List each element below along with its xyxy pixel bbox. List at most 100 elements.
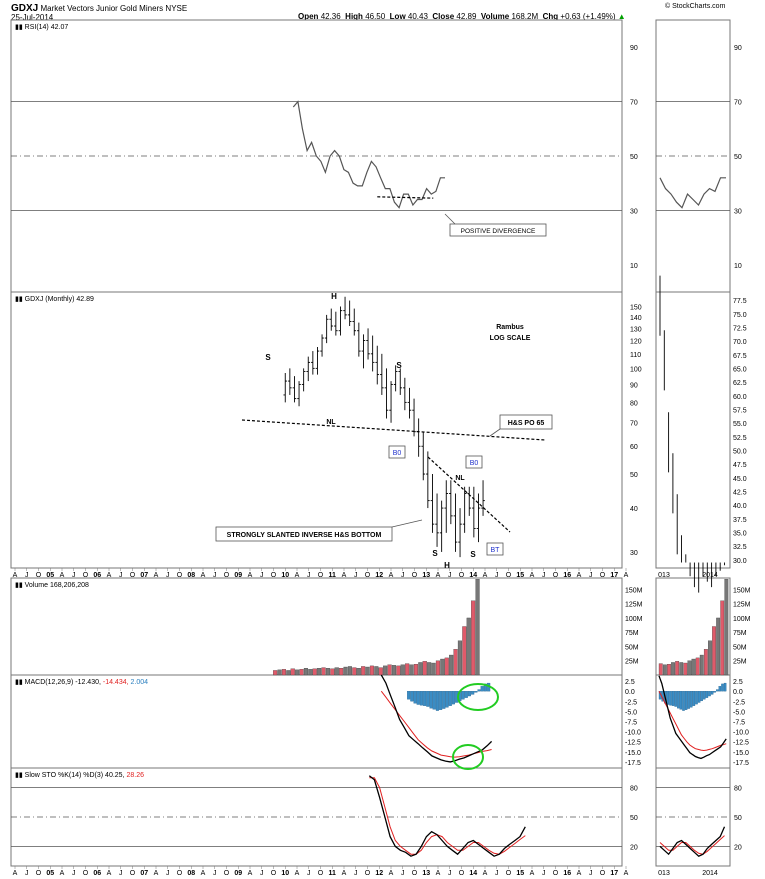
sto-x-axis-label: O bbox=[224, 870, 230, 877]
volume-mini-y-tick: 50M bbox=[733, 644, 747, 651]
rsi-y-tick: 50 bbox=[630, 154, 638, 161]
price-y-tick: 120 bbox=[630, 339, 642, 346]
volume-mini-y-tick: 150M bbox=[733, 587, 751, 594]
sto-x-axis-label: A bbox=[60, 870, 65, 877]
sto-x-axis-label: O bbox=[83, 870, 89, 877]
volume-bar bbox=[365, 666, 370, 676]
price-x-axis-label: J bbox=[307, 572, 311, 579]
sto-x-axis-label: J bbox=[542, 870, 546, 877]
volume-bar bbox=[462, 626, 467, 676]
sto-x-axis-label: O bbox=[318, 870, 324, 877]
macd-y-tick: -15.0 bbox=[625, 750, 641, 757]
macd-mini-y-tick: 0.0 bbox=[733, 689, 743, 696]
sto-x-axis-label: J bbox=[25, 870, 29, 877]
volume-bar bbox=[449, 654, 454, 676]
sto-x-axis-label: A bbox=[201, 870, 206, 877]
volume-bar bbox=[347, 666, 352, 676]
price-x-axis-label: 07 bbox=[140, 572, 148, 579]
volume-bar bbox=[413, 664, 418, 676]
high-label: High bbox=[345, 12, 363, 21]
volume-bar bbox=[273, 670, 278, 676]
macd-histogram-bar bbox=[419, 691, 423, 706]
macd-mini-histogram-bar bbox=[716, 689, 719, 692]
macd-mini-y-tick: -17.5 bbox=[733, 760, 749, 767]
rsi-y-tick: 70 bbox=[630, 100, 638, 107]
breakout-tag-box bbox=[486, 542, 504, 556]
rsi-y-tick: 30 bbox=[630, 208, 638, 215]
macd-histogram-bar bbox=[416, 691, 420, 705]
neckline-label-1: NL bbox=[326, 419, 336, 426]
sto-x-axis-label: O bbox=[365, 870, 371, 877]
price-mini-y-tick: 42.5 bbox=[733, 489, 747, 496]
sto-mini-y-tick: 80 bbox=[734, 786, 742, 793]
price-x-axis-label: A bbox=[201, 572, 206, 579]
neckline-label-2: NL bbox=[455, 475, 465, 482]
head-shoulder-label: S bbox=[396, 361, 402, 370]
price-x-axis-label: J bbox=[448, 572, 452, 579]
volume-bar bbox=[312, 668, 317, 676]
exchange-label: NYSE bbox=[165, 4, 188, 13]
volume-bar bbox=[431, 662, 436, 676]
price-mini-y-tick: 55.0 bbox=[733, 421, 747, 428]
price-y-tick: 130 bbox=[630, 326, 642, 333]
price-y-tick: 140 bbox=[630, 315, 642, 322]
sto-k-value: 40.25, bbox=[105, 772, 126, 779]
sto-x-axis-label: A bbox=[342, 870, 347, 877]
price-x-axis-mini-label: 013 bbox=[658, 572, 670, 579]
macd-mini-histogram-bar bbox=[700, 691, 703, 702]
macd-histogram-bar bbox=[477, 689, 481, 692]
macd-mini-histogram-bar bbox=[718, 686, 722, 692]
macd-histogram-bar bbox=[480, 686, 484, 692]
macd-histogram-bar bbox=[410, 691, 414, 702]
chg-value: +0.63 (+1.49%) bbox=[560, 12, 616, 21]
macd-histogram-bar bbox=[407, 691, 411, 700]
price-mini-y-tick: 32.5 bbox=[733, 544, 747, 551]
price-x-axis-label: J bbox=[589, 572, 593, 579]
sto-y-tick: 80 bbox=[630, 786, 638, 793]
volume-mini-bar bbox=[671, 662, 675, 676]
sto-x-axis-label: J bbox=[119, 870, 123, 877]
rsi-y-tick: 90 bbox=[630, 45, 638, 52]
sto-x-axis-mini-label: 013 bbox=[658, 870, 670, 877]
sto-x-axis-mini-label: 2014 bbox=[702, 870, 718, 877]
price-x-axis-label: A bbox=[530, 572, 535, 579]
sto-x-axis-label: 12 bbox=[375, 870, 383, 877]
macd-mini-histogram-bar bbox=[710, 691, 714, 695]
volume-mini-bar bbox=[658, 663, 663, 676]
close-value: 42.89 bbox=[456, 12, 477, 21]
neckline-2 bbox=[427, 456, 511, 533]
volume-mini-bar bbox=[720, 600, 725, 676]
volume-bar bbox=[466, 617, 471, 676]
macd-y-tick: 0.0 bbox=[625, 689, 635, 696]
volume-bar bbox=[303, 668, 308, 676]
rambus-label: Rambus bbox=[496, 324, 524, 331]
price-mini-y-tick: 45.0 bbox=[733, 476, 747, 483]
volume-y-tick: 150M bbox=[625, 587, 643, 594]
macd-mini-histogram-bar bbox=[682, 691, 685, 711]
hs-po-box bbox=[499, 414, 553, 430]
sto-x-axis-label: J bbox=[401, 870, 405, 877]
sto-x-axis-label: J bbox=[260, 870, 264, 877]
price-x-axis-label: A bbox=[60, 572, 65, 579]
volume-y-tick: 125M bbox=[625, 602, 643, 609]
volume-bar bbox=[317, 668, 322, 676]
macd-mini-histogram-bar bbox=[695, 691, 698, 705]
macd-mini-y-tick: -10.0 bbox=[733, 730, 749, 737]
volume-mini-y-tick: 75M bbox=[733, 630, 747, 637]
macd-mini-y-tick: -2.5 bbox=[733, 699, 745, 706]
macd-mini-histogram-bar bbox=[703, 691, 706, 700]
rsi-mini-panel-frame bbox=[655, 19, 731, 293]
price-x-axis-label: 09 bbox=[234, 572, 242, 579]
price-y-tick: 60 bbox=[630, 444, 638, 451]
high-value: 46.50 bbox=[365, 12, 386, 21]
price-mini-y-tick: 37.5 bbox=[733, 517, 747, 524]
volume-bar bbox=[277, 669, 282, 676]
macd-histogram-bar bbox=[413, 691, 417, 704]
positive-divergence-label: POSITIVE DIVERGENCE bbox=[461, 228, 536, 235]
macd-mini-y-tick: -12.5 bbox=[733, 740, 749, 747]
macd-histogram-bar bbox=[445, 691, 449, 708]
macd-y-tick: -5.0 bbox=[625, 709, 637, 716]
volume-bar bbox=[334, 667, 339, 676]
macd-mini-histogram-bar bbox=[713, 691, 716, 693]
open-value: 42.36 bbox=[320, 12, 341, 21]
